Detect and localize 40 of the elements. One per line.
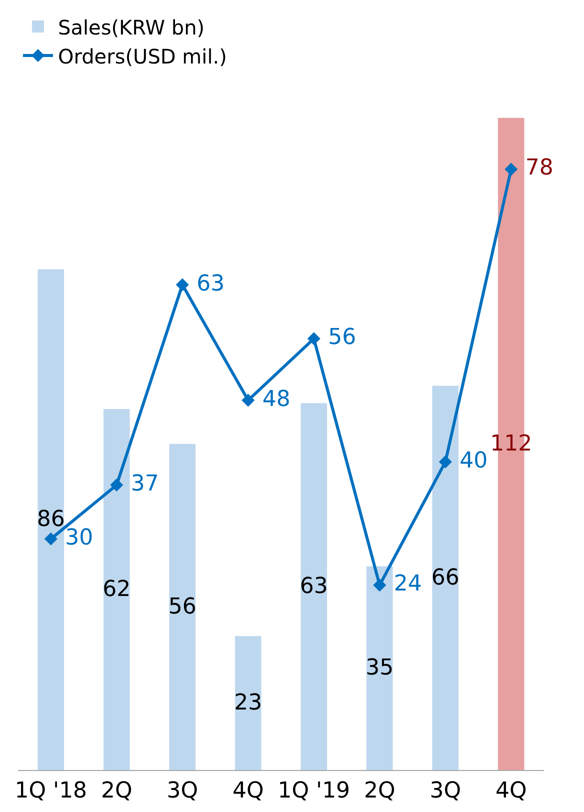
bar bbox=[234, 636, 262, 770]
data-label: 23 bbox=[234, 690, 262, 716]
bar bbox=[169, 444, 196, 770]
x-tick-label: 3Q bbox=[430, 778, 462, 804]
bar bbox=[432, 386, 459, 770]
data-label: 63 bbox=[300, 574, 328, 600]
x-tick-label: 4Q bbox=[495, 778, 527, 804]
x-tick-label: 1Q '18 bbox=[14, 778, 88, 804]
data-label: 35 bbox=[366, 656, 394, 681]
point bbox=[176, 278, 189, 292]
x-tick-label: 1Q '19 bbox=[278, 778, 350, 804]
point bbox=[438, 455, 452, 468]
legend-label: Sales(KRW bn) bbox=[58, 15, 205, 40]
data-label: 40 bbox=[452, 448, 488, 474]
point bbox=[242, 394, 255, 407]
point bbox=[504, 162, 518, 176]
data-label: 63 bbox=[190, 271, 225, 296]
point bbox=[110, 478, 124, 492]
data-label: 24 bbox=[386, 572, 422, 597]
legend-label: Orders(USD mil.) bbox=[58, 44, 227, 68]
point bbox=[373, 578, 386, 592]
x-tick-label: 2Q bbox=[364, 778, 396, 804]
data-label: 66 bbox=[431, 565, 460, 590]
bar bbox=[38, 269, 64, 770]
data-label: 48 bbox=[255, 386, 290, 412]
x-tick-label: 4Q bbox=[232, 778, 264, 804]
data-label: 37 bbox=[124, 472, 159, 497]
bar bbox=[366, 566, 393, 770]
data-label: 56 bbox=[168, 594, 196, 620]
data-label: 56 bbox=[321, 325, 356, 350]
x-tick-label: 2Q bbox=[100, 778, 132, 804]
data-label: 62 bbox=[102, 577, 131, 602]
data-label: 30 bbox=[65, 525, 94, 550]
point bbox=[44, 532, 58, 546]
data-label: 78 bbox=[518, 156, 554, 181]
bar bbox=[103, 409, 130, 770]
bar bbox=[300, 403, 328, 770]
x-tick-label: 3Q bbox=[166, 778, 198, 804]
point bbox=[307, 332, 320, 346]
data-label: 86 bbox=[36, 507, 65, 532]
